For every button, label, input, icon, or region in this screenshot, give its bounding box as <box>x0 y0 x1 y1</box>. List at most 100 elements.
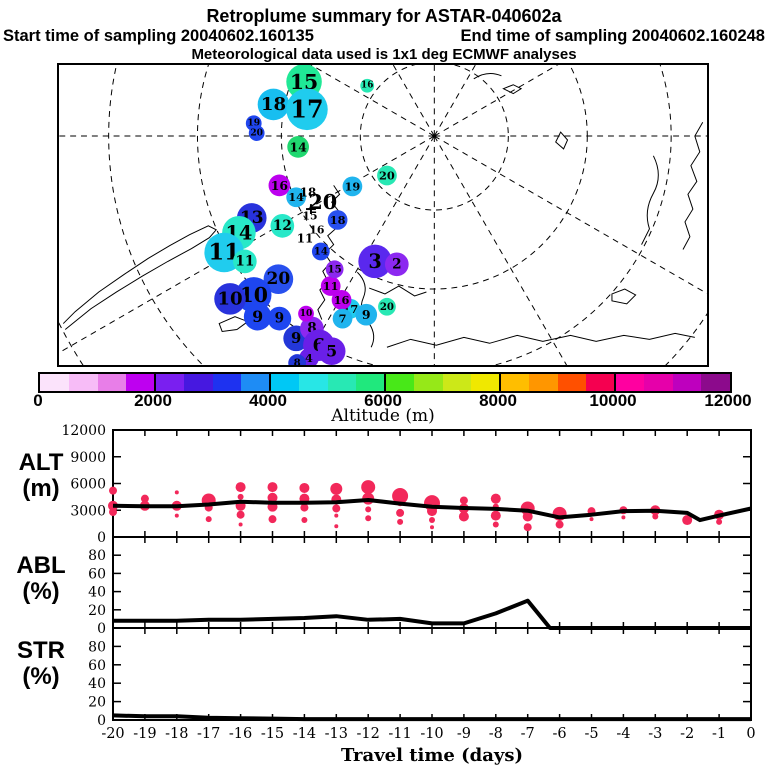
map-bubble-label: 17 <box>290 95 323 123</box>
map-bubble-label: 2 <box>392 256 401 272</box>
plume-altitude-dot <box>589 517 594 522</box>
colorbar-segment <box>442 374 472 391</box>
plume-altitude-dot <box>109 508 117 517</box>
y-tick-label: 60 <box>88 658 106 674</box>
map-bubble-label: 20 <box>380 301 394 313</box>
y-tick-label: 0 <box>97 530 106 546</box>
plume-altitude-dot <box>621 515 626 520</box>
plume-altitude-dot <box>301 517 308 524</box>
colorbar-tick-label: 12000 <box>704 391 752 410</box>
colorbar-segment <box>40 374 69 391</box>
graticule-meridian <box>434 135 707 295</box>
map-bubble <box>248 125 265 141</box>
x-tick-label: -6 <box>553 726 567 742</box>
colorbar-segment <box>241 374 270 391</box>
abl-axis-label-text: ABL <box>16 552 66 579</box>
x-tick-label: -9 <box>457 726 471 742</box>
map-bubble-label: 5 <box>326 342 337 361</box>
plume-altitude-dot <box>396 508 405 517</box>
map-bubble-label: 19 <box>247 118 260 129</box>
map-bubble-label: 9 <box>291 330 301 347</box>
colorbar-segment <box>413 374 443 391</box>
altitude-colorbar <box>38 372 732 393</box>
y-tick-label: 40 <box>88 676 106 692</box>
colorbar-tick-label: 0 <box>33 391 43 410</box>
graticule-meridian <box>433 65 476 137</box>
colorbar-segment <box>183 374 213 391</box>
colorbar-segment <box>126 374 155 391</box>
plume-altitude-dot <box>174 490 179 495</box>
plume-altitude-dot <box>490 510 501 521</box>
coastline <box>369 285 427 297</box>
map-day-label: 15 <box>302 209 317 222</box>
plume-altitude-dot <box>205 516 212 523</box>
plume-altitude-dot <box>430 525 434 530</box>
coastline <box>502 84 523 95</box>
map-bubble-label: 20 <box>267 269 291 289</box>
map-bubble <box>268 174 291 197</box>
colorbar-segment <box>615 374 644 391</box>
plume-altitude-dot <box>267 492 278 503</box>
x-tick-label: -3 <box>648 726 662 742</box>
colorbar-tick-line <box>269 374 271 391</box>
map-bubble-label: 10 <box>300 308 313 319</box>
map-bubble <box>263 264 294 294</box>
x-tick-label: -17 <box>197 726 220 742</box>
colorbar-tick-line <box>154 374 156 391</box>
map-bubble <box>243 302 272 331</box>
map-bubble-label: 8 <box>307 320 316 336</box>
colorbar-tick-label: 10000 <box>589 391 637 410</box>
x-tick-label: -19 <box>133 726 156 742</box>
map-bubble-label: 18 <box>330 213 346 227</box>
plume-altitude-dot <box>716 518 723 525</box>
plume-altitude-dot <box>300 503 309 512</box>
plume-altitude-dot <box>361 480 376 495</box>
str-axis-label-text: STR <box>17 637 65 664</box>
x-tick-label: -20 <box>101 726 124 742</box>
map-bubble <box>377 165 397 186</box>
plume-altitude-dot <box>458 511 469 522</box>
abl-axis-unit: (%) <box>22 578 60 605</box>
alt-axis-label-text: ALT <box>18 449 64 476</box>
map-bubble-label: 10 <box>217 288 242 309</box>
plume-altitude-dot <box>334 524 339 529</box>
alt-axis-label: ALT (m) <box>2 450 80 502</box>
met-data-note: Meteorological data used is 1x1 deg ECMW… <box>191 46 577 63</box>
plume-altitude-dot <box>267 482 278 493</box>
x-tick-label: -2 <box>680 726 694 742</box>
map-bubble-label: 14 <box>289 139 307 154</box>
x-tick-label: -12 <box>357 726 380 742</box>
str-axis-unit: (%) <box>22 663 60 690</box>
map-bubble-label: 20 <box>379 169 395 183</box>
str-mean-line <box>112 713 751 722</box>
colorbar-tick-line <box>384 374 386 391</box>
colorbar-segment <box>68 374 98 391</box>
map-bubble <box>358 244 392 279</box>
colorbar-segment <box>97 374 127 391</box>
map-bubble <box>355 303 378 326</box>
map-bubble-label: 16 <box>271 178 288 193</box>
map-bubble <box>267 306 292 331</box>
x-tick-label: -7 <box>521 726 535 742</box>
y-tick-label: 0 <box>97 621 106 637</box>
coastline <box>62 225 218 330</box>
map-bubble-label: 3 <box>368 250 381 273</box>
y-tick-label: 9000 <box>70 450 106 466</box>
colorbar-segment <box>500 374 529 391</box>
map-bubble <box>311 242 330 261</box>
colorbar-tick-label: 4000 <box>249 391 287 410</box>
coastline <box>386 332 695 348</box>
x-tick-label: -13 <box>325 726 348 742</box>
x-tick-label: -14 <box>293 726 316 742</box>
map-bubble-label: 9 <box>275 311 284 327</box>
map-bubble <box>288 354 307 365</box>
plume-altitude-dot <box>108 500 118 511</box>
map-bubble <box>320 276 341 296</box>
map-day-label: 18 <box>300 185 316 199</box>
colorbar-segment <box>270 374 299 391</box>
colorbar-caption: Altitude (m) <box>331 406 435 426</box>
x-axis-title: Travel time (days) <box>341 745 523 766</box>
map-bubble-label: 14 <box>288 190 304 204</box>
colorbar-segment <box>528 374 558 391</box>
map-bubble-label: 14 <box>314 246 328 258</box>
